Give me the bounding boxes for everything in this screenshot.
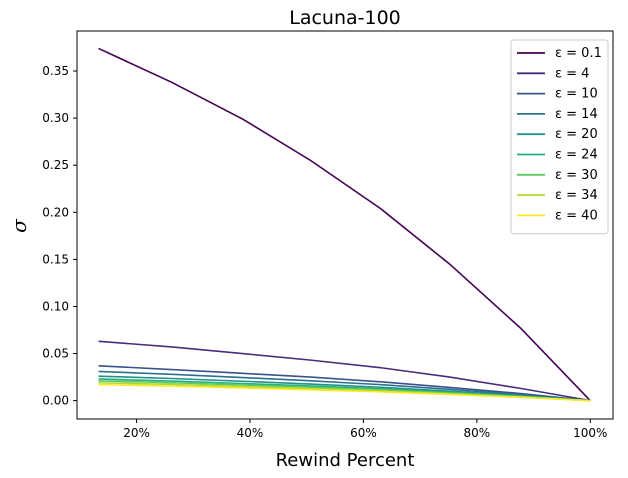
y-tick-label: 0.15 — [42, 252, 69, 266]
legend-label-1: ε = 4 — [555, 66, 589, 81]
legend-box — [510, 39, 609, 235]
x-tick-label: 20% — [123, 426, 150, 440]
y-tick-label: 0.10 — [42, 299, 69, 313]
y-tick-label: 0.35 — [42, 64, 69, 78]
legend-label-7: ε = 34 — [555, 188, 598, 203]
x-tick-label: 100% — [573, 426, 607, 440]
series-line-1 — [98, 340, 591, 402]
y-tick-label: 0.25 — [42, 158, 69, 172]
series-line-2 — [98, 364, 591, 402]
legend-label-6: ε = 30 — [555, 168, 598, 183]
y-tick-label: 0.05 — [42, 347, 69, 361]
x-tick-label: 60% — [350, 426, 377, 440]
y-tick-label: 0.00 — [42, 394, 69, 408]
chart-title: Lacuna-100 — [289, 7, 401, 29]
x-tick-label: 40% — [237, 426, 264, 440]
plot-area — [98, 47, 591, 402]
x-axis: 20% 40% 60% 80% 100% — [123, 419, 607, 440]
y-tick-label: 0.20 — [42, 205, 69, 219]
x-axis-title: Rewind Percent — [276, 450, 415, 471]
legend-label-0: ε = 0.1 — [555, 46, 602, 61]
legend-label-5: ε = 24 — [555, 148, 598, 163]
y-tick-label: 0.30 — [42, 111, 69, 125]
legend: ε = 0.1 ε = 4 ε = 10 ε = 14 ε = 20 ε = 24 ε = … — [510, 39, 609, 235]
legend-label-8: ε = 40 — [555, 208, 598, 223]
series-line-0 — [98, 47, 591, 402]
plot-frame — [76, 30, 614, 420]
x-tick-label: 80% — [464, 426, 491, 440]
legend-label-4: ε = 20 — [555, 127, 598, 142]
legend-label-2: ε = 10 — [555, 87, 598, 102]
series-line-8 — [98, 383, 591, 402]
y-axis-title: σ — [7, 218, 31, 233]
legend-label-3: ε = 14 — [555, 107, 598, 122]
y-axis: 0.00 0.05 0.10 0.15 0.20 0.25 0.30 0.35 — [42, 64, 77, 408]
series-line-3 — [98, 370, 591, 402]
